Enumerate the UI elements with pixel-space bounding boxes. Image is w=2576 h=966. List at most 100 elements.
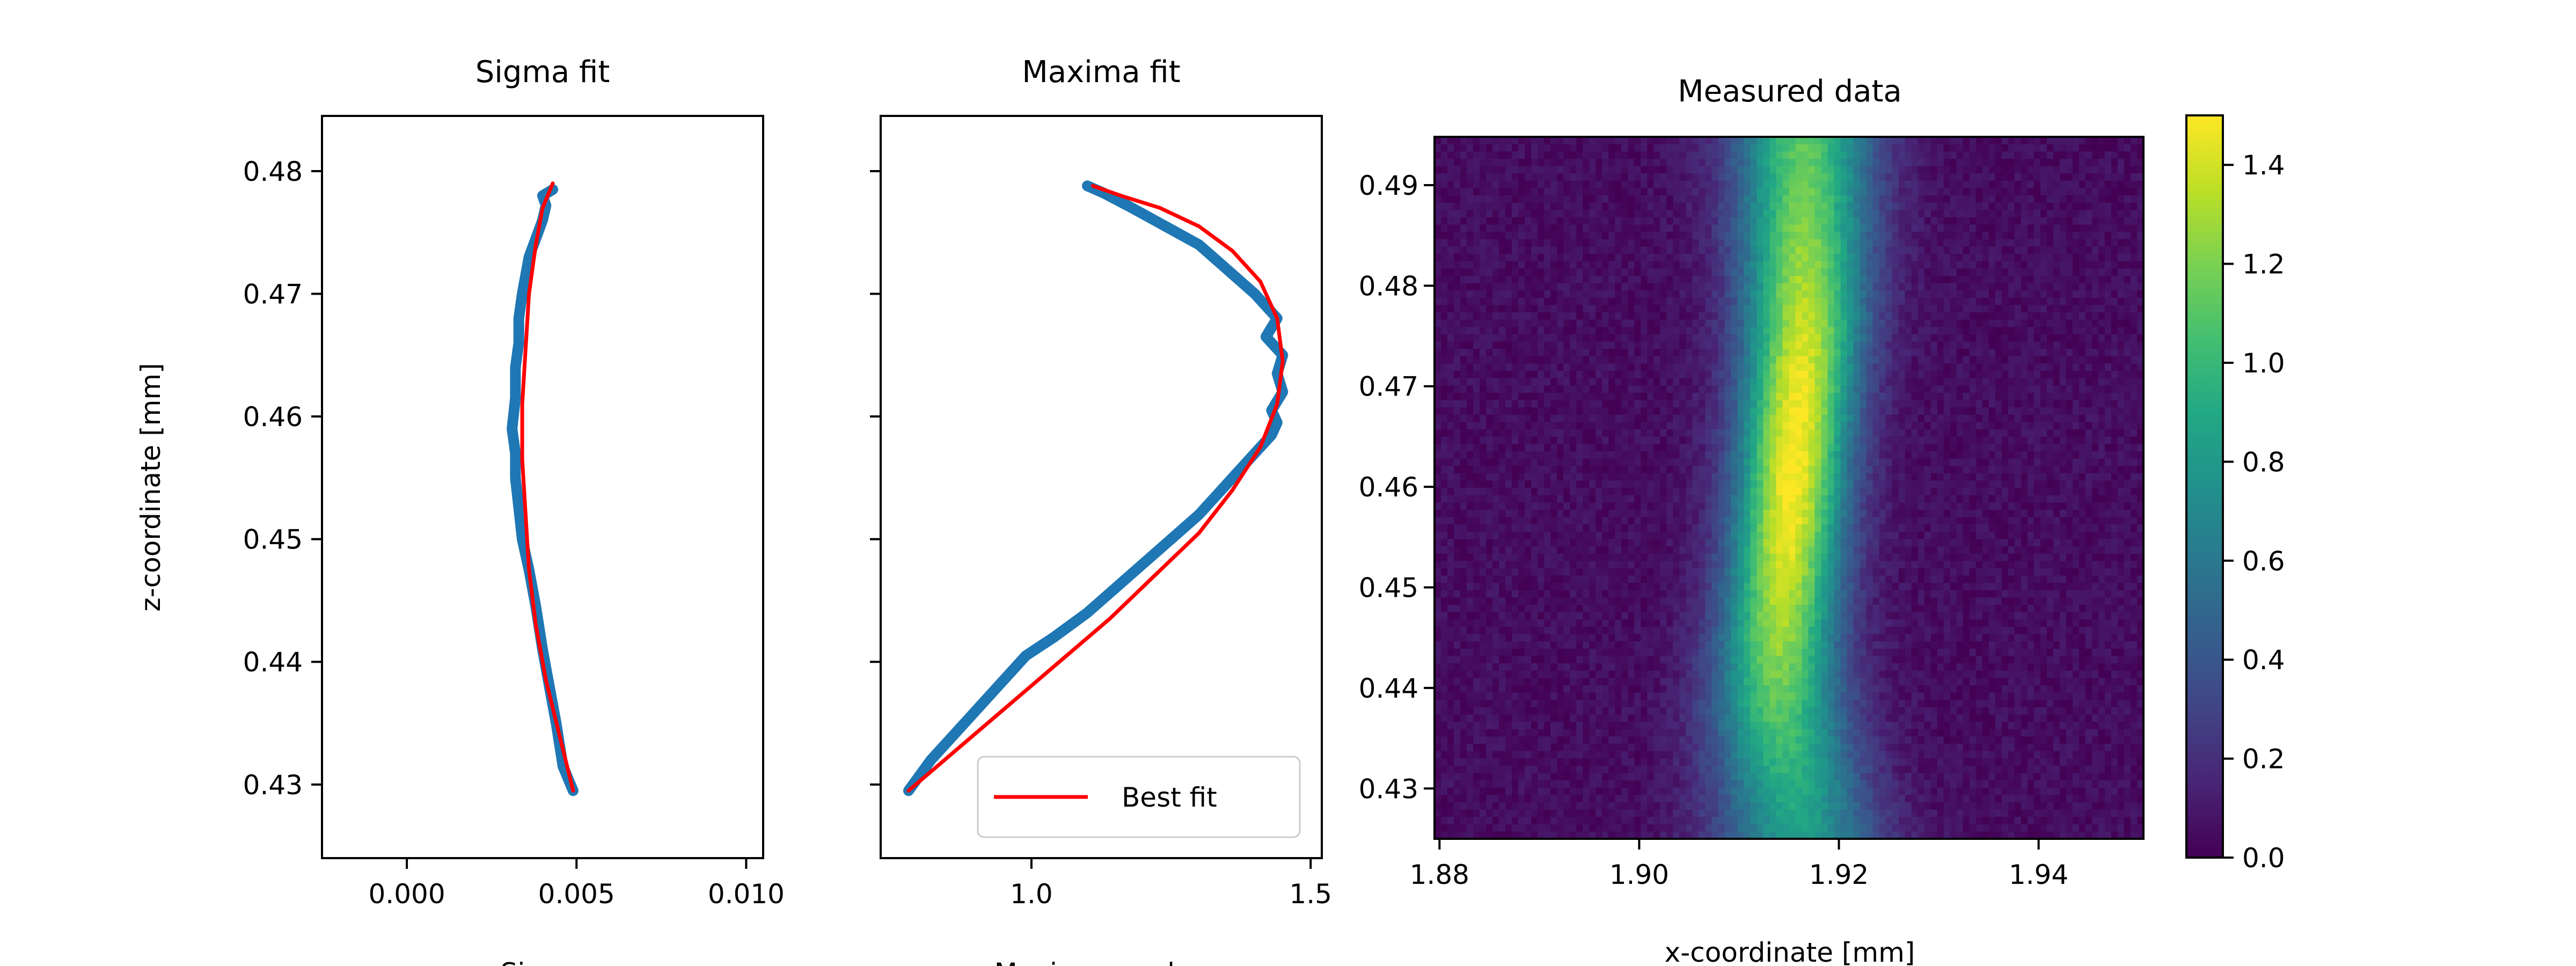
heatmap-cell [1937,371,1944,379]
heatmap-cell [2066,166,2073,174]
heatmap-cell [1808,173,1816,181]
heatmap-cell [1840,385,1848,393]
heatmap-cell [2079,378,2086,386]
heatmap-cell [2137,312,2144,320]
heatmap-cell [1969,436,1977,444]
heatmap-cell [1505,166,1512,174]
heatmap-cell [1975,246,1983,254]
heatmap-cell [1480,239,1487,247]
heatmap-cell [1454,407,1461,415]
heatmap-cell [1750,422,1758,430]
heatmap-cell [1621,392,1629,401]
heatmap-cell [1963,144,1970,152]
heatmap-cell [2111,371,2118,379]
heatmap-cell [1525,188,1532,196]
heatmap-cell [1525,297,1532,306]
heatmap-cell [1653,180,1661,189]
heatmap-cell [1757,283,1764,291]
heatmap-cell [1744,232,1751,240]
heatmap-cell [1872,144,1880,152]
heatmap-cell [1937,436,1944,444]
heatmap-cell [2040,254,2047,262]
heatmap-cell [1557,137,1564,145]
heatmap-cell [1879,319,1886,327]
heatmap-cell [1673,371,1680,379]
heatmap-cell [1853,319,1861,327]
heatmap-cell [1782,392,1790,401]
heatmap-cell [1660,158,1667,167]
heatmap-cell [2104,458,2112,466]
heatmap-cell [1711,334,1719,342]
heatmap-cell [1782,451,1790,459]
heatmap-cell [1531,180,1538,189]
heatmap-cell [1808,429,1816,437]
heatmap-cell [1447,188,1454,196]
heatmap-cell [1769,392,1777,401]
heatmap-cell [1918,371,1925,379]
heatmap-cell [1473,392,1480,401]
heatmap-cell [1660,319,1667,327]
heatmap-cell [1885,356,1893,364]
heatmap-cell [1834,407,1841,415]
heatmap-cell [1544,195,1551,203]
heatmap-cell [1692,385,1700,393]
heatmap-cell [2079,444,2086,452]
heatmap-cell [1621,312,1629,320]
heatmap-cell [1802,283,1809,291]
heatmap-cell [1467,261,1474,269]
heatmap-cell [1602,385,1609,393]
heatmap-cell [1602,217,1609,225]
heatmap-cell [2066,458,2073,466]
heatmap-cell [2008,283,2015,291]
heatmap-cell [1596,217,1602,225]
heatmap-cell [2104,151,2112,159]
heatmap-cell [1943,319,1951,327]
heatmap-cell [1634,407,1642,415]
heatmap-cell [1583,312,1590,320]
heatmap-cell [2118,137,2125,145]
heatmap-cell [1988,275,1996,284]
heatmap-cell [1647,444,1655,452]
heatmap-cell [1963,305,1970,313]
heatmap-cell [1769,334,1777,342]
heatmap-cell [1447,297,1454,306]
heatmap-cell [1550,188,1557,196]
heatmap-cell [1930,268,1938,276]
heatmap-cell [1814,268,1822,276]
heatmap-cell [1757,407,1764,415]
heatmap-cell [1898,436,1906,444]
heatmap-cell [1583,144,1590,152]
heatmap-cell [1769,319,1777,327]
heatmap-cell [1795,144,1803,152]
heatmap-cell [1583,327,1590,335]
y-tick-label: 0.45 [243,524,303,555]
heatmap-cell [1744,166,1751,174]
heatmap-cell [2079,349,2086,357]
heatmap-cell [2079,334,2086,342]
heatmap-cell [2131,319,2138,327]
heatmap-cell [1621,356,1629,364]
heatmap-cell [1583,224,1590,232]
heatmap-cell [1840,422,1848,430]
heatmap-cell [1647,305,1655,313]
heatmap-cell [1821,246,1828,254]
heatmap-cell [1905,334,1912,342]
heatmap-cell [1454,268,1461,276]
heatmap-cell [1905,378,1912,386]
heatmap-cell [1757,210,1764,218]
heatmap-cell [2104,144,2112,152]
heatmap-cell [1763,173,1770,181]
heatmap-cell [1860,371,1867,379]
heatmap-cell [1776,385,1783,393]
heatmap-cell [1821,305,1828,313]
heatmap-cell [2131,268,2138,276]
heatmap-cell [1905,341,1912,349]
heatmap-cell [1486,180,1493,189]
heatmap-cell [1808,327,1816,335]
heatmap-cell [1892,151,1899,159]
heatmap-cell [2118,144,2125,152]
heatmap-cell [1660,217,1667,225]
heatmap-cell [1686,290,1693,298]
heatmap-cell [1518,407,1525,415]
heatmap-cell [1866,217,1874,225]
